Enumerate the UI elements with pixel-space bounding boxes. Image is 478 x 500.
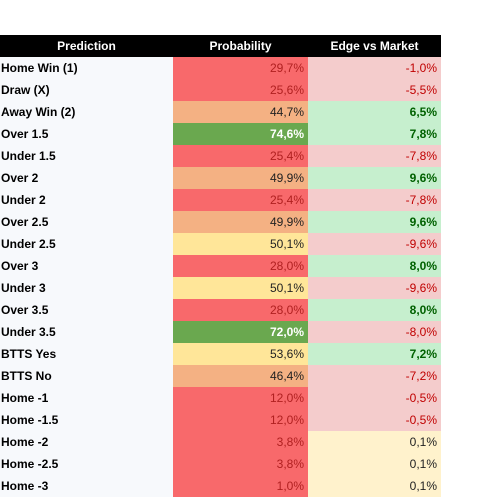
table-header: Prediction Probability Edge vs Market — [0, 35, 441, 57]
header-cell: Prediction — [0, 35, 173, 57]
probability-cell: 25,4% — [173, 189, 308, 211]
prediction-cell: Over 2 — [0, 167, 173, 189]
edge-cell: 0,1% — [308, 475, 441, 497]
prediction-cell: Home Win (1) — [0, 57, 173, 79]
prediction-cell: Home -2 — [0, 431, 173, 453]
probability-cell: 44,7% — [173, 101, 308, 123]
table-row: Home Win (1) 29,7% -1,0% — [0, 57, 441, 79]
prediction-cell: Home -1.5 — [0, 409, 173, 431]
edge-cell: 8,0% — [308, 299, 441, 321]
header-row: Prediction Probability Edge vs Market — [0, 35, 441, 57]
header-cell: Probability — [173, 35, 308, 57]
table-row: Over 2.5 49,9% 9,6% — [0, 211, 441, 233]
probability-cell: 3,8% — [173, 431, 308, 453]
edge-cell: -0,5% — [308, 409, 441, 431]
prediction-cell: Under 3.5 — [0, 321, 173, 343]
probability-cell: 50,1% — [173, 233, 308, 255]
edge-cell: 6,5% — [308, 101, 441, 123]
edge-cell: 9,6% — [308, 167, 441, 189]
table-row: Under 1.5 25,4% -7,8% — [0, 145, 441, 167]
probability-cell: 12,0% — [173, 409, 308, 431]
probability-cell: 49,9% — [173, 167, 308, 189]
probability-cell: 74,6% — [173, 123, 308, 145]
probability-cell: 28,0% — [173, 255, 308, 277]
probability-cell: 25,4% — [173, 145, 308, 167]
prediction-cell: Over 3.5 — [0, 299, 173, 321]
table-row: BTTS No 46,4% -7,2% — [0, 365, 441, 387]
edge-cell: 7,8% — [308, 123, 441, 145]
edge-cell: 8,0% — [308, 255, 441, 277]
table-row: Under 3 50,1% -9,6% — [0, 277, 441, 299]
prediction-cell: Over 3 — [0, 255, 173, 277]
edge-cell: -9,6% — [308, 277, 441, 299]
prediction-cell: Under 2 — [0, 189, 173, 211]
edge-cell: 7,2% — [308, 343, 441, 365]
edge-cell: 9,6% — [308, 211, 441, 233]
edge-cell: -8,0% — [308, 321, 441, 343]
probability-cell: 29,7% — [173, 57, 308, 79]
table-body: Home Win (1) 29,7% -1,0% Draw (X) 25,6% -5,5%… — [0, 57, 441, 497]
prediction-cell: Over 1.5 — [0, 123, 173, 145]
table-row: Home -3 1,0% 0,1% — [0, 475, 441, 497]
edge-cell: -7,8% — [308, 145, 441, 167]
table-row: Over 1.5 74,6% 7,8% — [0, 123, 441, 145]
table-row: Away Win (2) 44,7% 6,5% — [0, 101, 441, 123]
table-row: Over 2 49,9% 9,6% — [0, 167, 441, 189]
table-row: Draw (X) 25,6% -5,5% — [0, 79, 441, 101]
probability-cell: 72,0% — [173, 321, 308, 343]
edge-cell: 0,1% — [308, 453, 441, 475]
table-row: Home -1.5 12,0% -0,5% — [0, 409, 441, 431]
probability-cell: 28,0% — [173, 299, 308, 321]
edge-cell: -5,5% — [308, 79, 441, 101]
edge-cell: -0,5% — [308, 387, 441, 409]
prediction-cell: Away Win (2) — [0, 101, 173, 123]
prediction-cell: BTTS Yes — [0, 343, 173, 365]
table-row: Under 3.5 72,0% -8,0% — [0, 321, 441, 343]
prediction-cell: Home -1 — [0, 387, 173, 409]
prediction-cell: Under 1.5 — [0, 145, 173, 167]
prediction-cell: Under 3 — [0, 277, 173, 299]
prediction-cell: Home -3 — [0, 475, 173, 497]
table-row: Over 3 28,0% 8,0% — [0, 255, 441, 277]
edge-cell: -7,8% — [308, 189, 441, 211]
table-row: Home -1 12,0% -0,5% — [0, 387, 441, 409]
edge-cell: 0,1% — [308, 431, 441, 453]
edge-cell: -7,2% — [308, 365, 441, 387]
table-row: Home -2.5 3,8% 0,1% — [0, 453, 441, 475]
probability-cell: 3,8% — [173, 453, 308, 475]
prediction-cell: BTTS No — [0, 365, 173, 387]
header-cell: Edge vs Market — [308, 35, 441, 57]
table-row: Over 3.5 28,0% 8,0% — [0, 299, 441, 321]
probability-cell: 46,4% — [173, 365, 308, 387]
probability-cell: 50,1% — [173, 277, 308, 299]
probability-cell: 12,0% — [173, 387, 308, 409]
probability-cell: 53,6% — [173, 343, 308, 365]
table-row: Under 2 25,4% -7,8% — [0, 189, 441, 211]
table-row: BTTS Yes 53,6% 7,2% — [0, 343, 441, 365]
prediction-cell: Home -2.5 — [0, 453, 173, 475]
table-row: Home -2 3,8% 0,1% — [0, 431, 441, 453]
edge-cell: -9,6% — [308, 233, 441, 255]
probability-cell: 25,6% — [173, 79, 308, 101]
prediction-cell: Draw (X) — [0, 79, 173, 101]
prediction-cell: Over 2.5 — [0, 211, 173, 233]
probability-cell: 49,9% — [173, 211, 308, 233]
table-row: Under 2.5 50,1% -9,6% — [0, 233, 441, 255]
edge-cell: -1,0% — [308, 57, 441, 79]
prediction-table: Prediction Probability Edge vs Market Ho… — [0, 35, 441, 497]
prediction-cell: Under 2.5 — [0, 233, 173, 255]
probability-cell: 1,0% — [173, 475, 308, 497]
